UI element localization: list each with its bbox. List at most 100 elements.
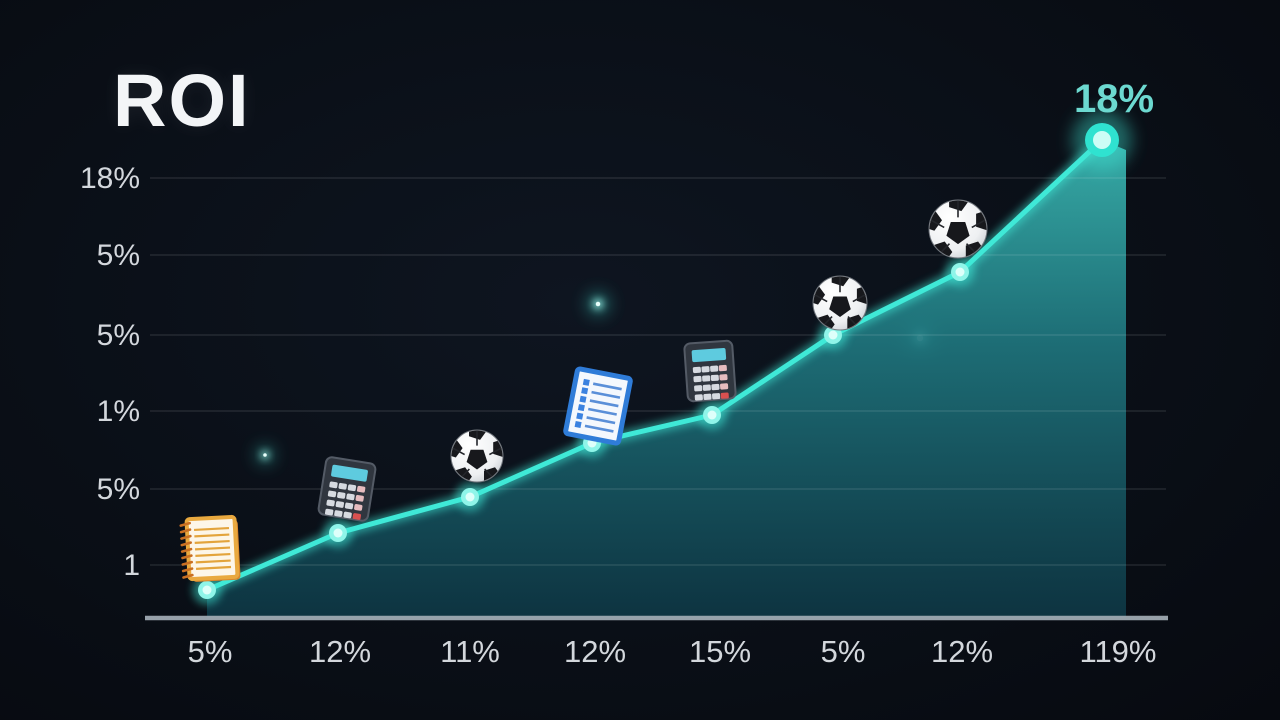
calculator-button: [356, 485, 366, 493]
ball-edge-patch: [949, 200, 969, 212]
notepad-icon: [179, 514, 241, 582]
calculator-button: [352, 513, 362, 520]
calculator-button: [338, 482, 347, 490]
calculator-screen: [691, 348, 727, 363]
notepad-spiral: [179, 528, 192, 534]
data-point-core: [333, 528, 343, 538]
ball-seam: [823, 316, 833, 325]
calculator-button: [326, 499, 335, 507]
calculator-icon: [683, 339, 737, 403]
calculator-button: [692, 366, 701, 374]
notepad-line: [195, 559, 231, 564]
ball-seam: [930, 219, 945, 229]
x-tick-label: 12%: [931, 634, 993, 669]
notepad-line: [194, 539, 230, 544]
ball-seam: [940, 243, 951, 253]
peak-value-label: 18%: [1074, 77, 1154, 121]
notepad-spiral: [181, 567, 194, 573]
notepad-spiral: [179, 521, 191, 527]
ball-seam: [484, 468, 493, 478]
calculator-button: [693, 375, 702, 383]
data-point-core: [202, 585, 212, 595]
ball-seam: [461, 468, 470, 478]
peak-point-core: [1093, 131, 1111, 149]
data-point-core: [828, 330, 838, 340]
ball-seam: [814, 294, 828, 303]
checklist-box: [581, 387, 589, 395]
calculator-button: [334, 510, 343, 517]
y-tick-label: 1: [123, 549, 140, 582]
notepad-spiral: [181, 554, 193, 560]
x-tick-label: 11%: [440, 634, 500, 669]
trend-line: [204, 137, 1105, 593]
calculator-button: [324, 508, 334, 516]
ball-center-patch: [466, 449, 488, 470]
ball-seam: [852, 294, 866, 303]
area-fill: [207, 140, 1126, 618]
data-point-core: [707, 410, 717, 420]
calculator-button: [347, 484, 357, 492]
ball-seam: [847, 316, 857, 325]
soccer-ball-icon: [812, 275, 868, 331]
checklist-line: [586, 416, 616, 425]
calculator-button: [701, 366, 710, 373]
calculator-button: [703, 393, 712, 401]
calculator-button: [694, 394, 703, 401]
calculator-button: [329, 481, 338, 489]
checklist-box: [576, 412, 584, 420]
ball-seam: [452, 447, 466, 456]
checklist-page: [563, 366, 633, 446]
calculator-button: [719, 374, 728, 381]
notepad-spiral: [180, 547, 193, 553]
calculator-button: [720, 392, 729, 399]
x-tick-label: 119%: [1080, 634, 1157, 669]
calculator-button: [712, 393, 721, 400]
x-tick-label: 15%: [689, 634, 751, 669]
calculator-button: [343, 511, 352, 519]
chart-title: ROI: [113, 59, 251, 142]
notepad-line: [193, 526, 230, 532]
checklist-line: [591, 390, 621, 399]
calculator-button: [720, 383, 729, 390]
calculator-button: [711, 383, 720, 391]
x-tick-label: 5%: [188, 634, 233, 669]
notepad-line: [196, 565, 232, 570]
notepad-spiral: [180, 541, 192, 547]
checklist-box: [579, 395, 587, 403]
notepad-line: [194, 546, 231, 551]
checklist-line: [588, 407, 617, 416]
x-tick-label: 5%: [821, 634, 866, 669]
checklist-box: [577, 404, 585, 412]
calculator-icon: [317, 456, 377, 522]
calculator-button: [355, 494, 364, 502]
y-tick-label: 1%: [97, 395, 140, 428]
ball-center-patch: [946, 222, 970, 245]
y-tick-label: 18%: [80, 162, 140, 195]
notepad-line: [195, 552, 231, 557]
x-tick-label: 12%: [309, 634, 371, 669]
calculator-button: [710, 374, 719, 382]
calculator-button: [702, 375, 711, 382]
ball-edge-patch: [831, 276, 851, 287]
background-glow-dot: [595, 301, 601, 307]
notepad-line: [194, 533, 230, 538]
background-glow-dot: [263, 453, 267, 457]
ball-edge-patch: [469, 430, 487, 440]
soccer-ball-icon: [450, 429, 504, 483]
data-point-core: [465, 492, 475, 502]
notepad-spiral: [181, 560, 194, 566]
checklist-box: [582, 378, 590, 386]
calculator-button: [327, 490, 337, 498]
x-tick-label: 12%: [564, 634, 626, 669]
calculator-button: [354, 504, 363, 511]
checklist-line: [584, 424, 614, 433]
checklist-box: [574, 421, 582, 429]
calculator-button: [710, 365, 719, 372]
ball-seam: [971, 219, 986, 229]
ball-seam: [965, 243, 976, 253]
notepad-spiral: [180, 534, 192, 540]
y-tick-label: 5%: [97, 319, 140, 352]
y-tick-label: 5%: [97, 239, 140, 272]
